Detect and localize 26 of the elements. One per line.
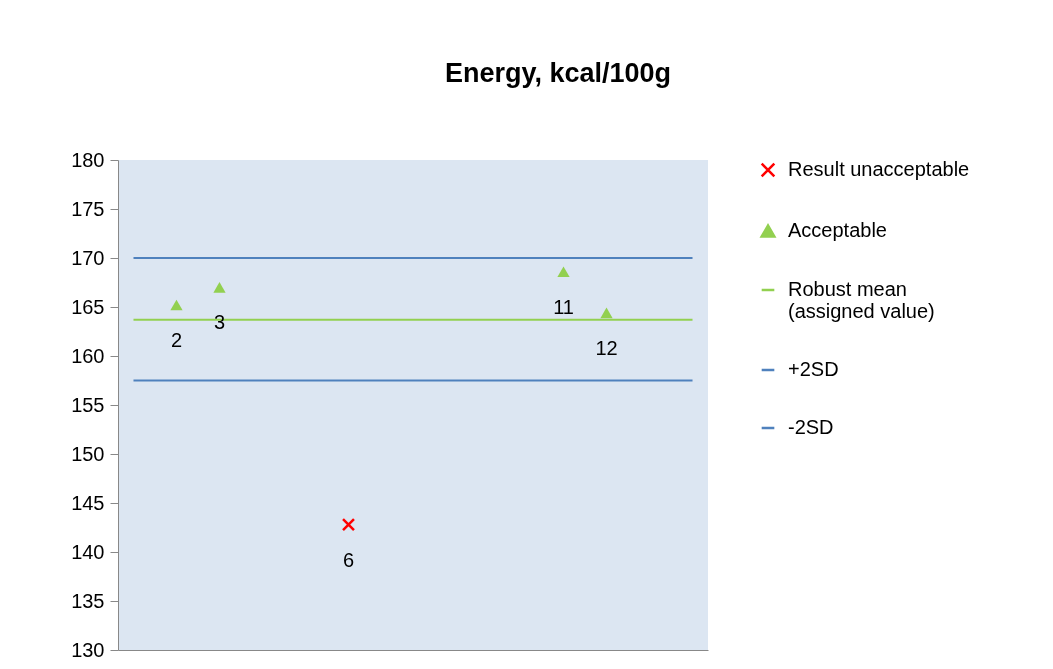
legend-label: Result unacceptable xyxy=(788,158,970,180)
y-tick-label: 130 xyxy=(71,638,105,661)
point xyxy=(600,307,613,319)
point xyxy=(213,282,226,293)
y-tick-label: 150 xyxy=(71,442,105,465)
legend-label: -2SD xyxy=(788,416,834,438)
legend-label: +2SD xyxy=(788,358,839,380)
point xyxy=(557,266,570,278)
point xyxy=(170,299,183,311)
y-tick-label: 160 xyxy=(71,344,105,367)
y-tick-label: 170 xyxy=(71,246,105,269)
annotation: 6 xyxy=(342,548,355,571)
y-tick-label: 175 xyxy=(71,197,105,220)
y-tick-label: 145 xyxy=(71,491,105,514)
legend-label: Acceptable xyxy=(788,219,887,241)
chart-title: Energy, kcal/100g xyxy=(444,58,672,88)
y-tick-label: 165 xyxy=(71,295,105,318)
y-tick-label: 140 xyxy=(71,540,105,563)
legend-label: Robust mean (assigned value) xyxy=(788,278,935,322)
annotation: 2 xyxy=(170,329,183,352)
annotation: 12 xyxy=(595,336,618,359)
y-tick-label: 180 xyxy=(71,148,105,171)
y-tick-label: 155 xyxy=(71,393,105,416)
y-tick-label: 135 xyxy=(71,589,105,612)
point xyxy=(341,517,356,532)
annotation: 11 xyxy=(553,295,574,318)
